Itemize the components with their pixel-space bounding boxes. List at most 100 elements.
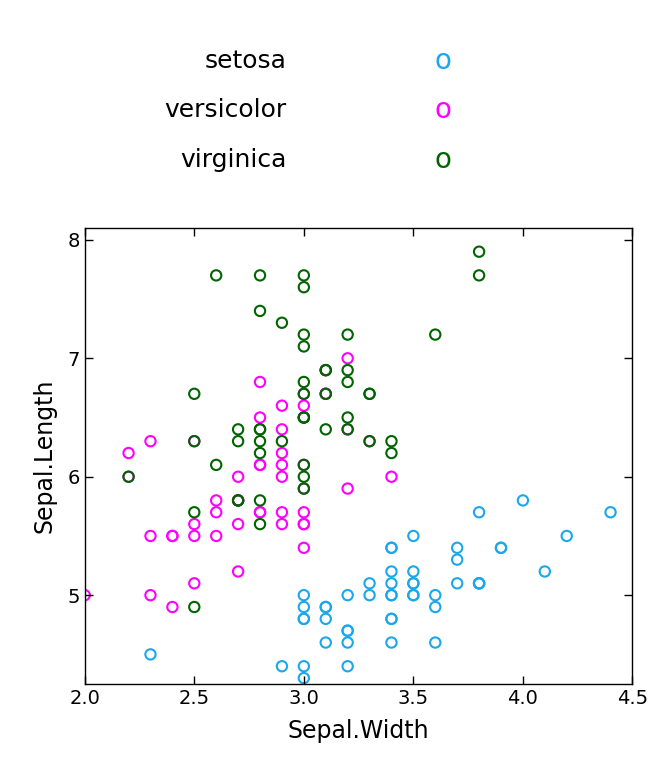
Point	[123, 470, 134, 483]
Point	[299, 269, 309, 281]
Point	[540, 565, 550, 578]
Text: virginica: virginica	[181, 147, 287, 172]
Point	[299, 660, 309, 673]
Point	[255, 459, 265, 471]
Point	[386, 565, 396, 578]
Point	[518, 494, 528, 506]
Point	[189, 530, 200, 542]
Point	[408, 578, 419, 590]
Point	[233, 494, 243, 506]
Point	[386, 542, 396, 554]
Point	[145, 435, 156, 448]
Point	[276, 423, 287, 435]
Point	[189, 435, 200, 448]
Point	[167, 530, 177, 542]
Text: o: o	[435, 97, 452, 124]
Point	[386, 613, 396, 625]
Point	[386, 447, 396, 459]
Point	[321, 636, 331, 648]
Point	[386, 578, 396, 590]
Point	[276, 400, 287, 412]
Point	[123, 447, 134, 459]
Point	[255, 423, 265, 435]
Point	[408, 589, 419, 601]
Point	[299, 281, 309, 293]
Point	[145, 589, 156, 601]
Point	[145, 648, 156, 660]
Point	[211, 530, 222, 542]
Text: o: o	[435, 47, 452, 74]
Point	[299, 340, 309, 353]
Point	[189, 506, 200, 518]
Point	[211, 459, 222, 471]
Point	[233, 435, 243, 448]
Point	[561, 530, 572, 542]
Point	[342, 423, 353, 435]
Point	[233, 423, 243, 435]
Point	[364, 388, 375, 400]
Point	[299, 411, 309, 423]
Text: o: o	[435, 146, 452, 173]
Point	[299, 483, 309, 495]
Point	[342, 589, 353, 601]
Point	[233, 518, 243, 530]
Point	[430, 328, 441, 340]
Point	[386, 435, 396, 448]
Point	[255, 435, 265, 448]
Point	[299, 506, 309, 518]
Point	[299, 672, 309, 684]
Point	[255, 376, 265, 388]
Point	[452, 578, 462, 590]
X-axis label: Sepal.Width: Sepal.Width	[288, 719, 430, 743]
Point	[408, 565, 419, 578]
Point	[189, 388, 200, 400]
Y-axis label: Sepal.Length: Sepal.Length	[33, 378, 56, 534]
Point	[276, 470, 287, 483]
Point	[474, 578, 484, 590]
Point	[255, 423, 265, 435]
Point	[299, 411, 309, 423]
Point	[474, 269, 484, 281]
Point	[342, 411, 353, 423]
Point	[255, 518, 265, 530]
Point	[299, 542, 309, 554]
Point	[321, 613, 331, 625]
Point	[342, 328, 353, 340]
Point	[452, 542, 462, 554]
Point	[496, 542, 506, 554]
Point	[605, 506, 615, 518]
Point	[276, 660, 287, 673]
Point	[211, 506, 222, 518]
Point	[321, 601, 331, 613]
Point	[386, 589, 396, 601]
Point	[364, 589, 375, 601]
Point	[233, 565, 243, 578]
Point	[364, 435, 375, 448]
Point	[474, 506, 484, 518]
Point	[408, 589, 419, 601]
Point	[299, 388, 309, 400]
Point	[364, 388, 375, 400]
Point	[408, 530, 419, 542]
Point	[386, 470, 396, 483]
Point	[342, 376, 353, 388]
Point	[386, 589, 396, 601]
Point	[299, 613, 309, 625]
Point	[386, 613, 396, 625]
Point	[321, 388, 331, 400]
Point	[255, 411, 265, 423]
Point	[321, 364, 331, 376]
Point	[189, 435, 200, 448]
Point	[299, 376, 309, 388]
Point	[167, 530, 177, 542]
Point	[276, 317, 287, 329]
Point	[474, 578, 484, 590]
Point	[430, 589, 441, 601]
Point	[496, 542, 506, 554]
Point	[80, 589, 90, 601]
Point	[189, 601, 200, 613]
Point	[452, 553, 462, 565]
Point	[342, 352, 353, 364]
Point	[299, 328, 309, 340]
Point	[408, 578, 419, 590]
